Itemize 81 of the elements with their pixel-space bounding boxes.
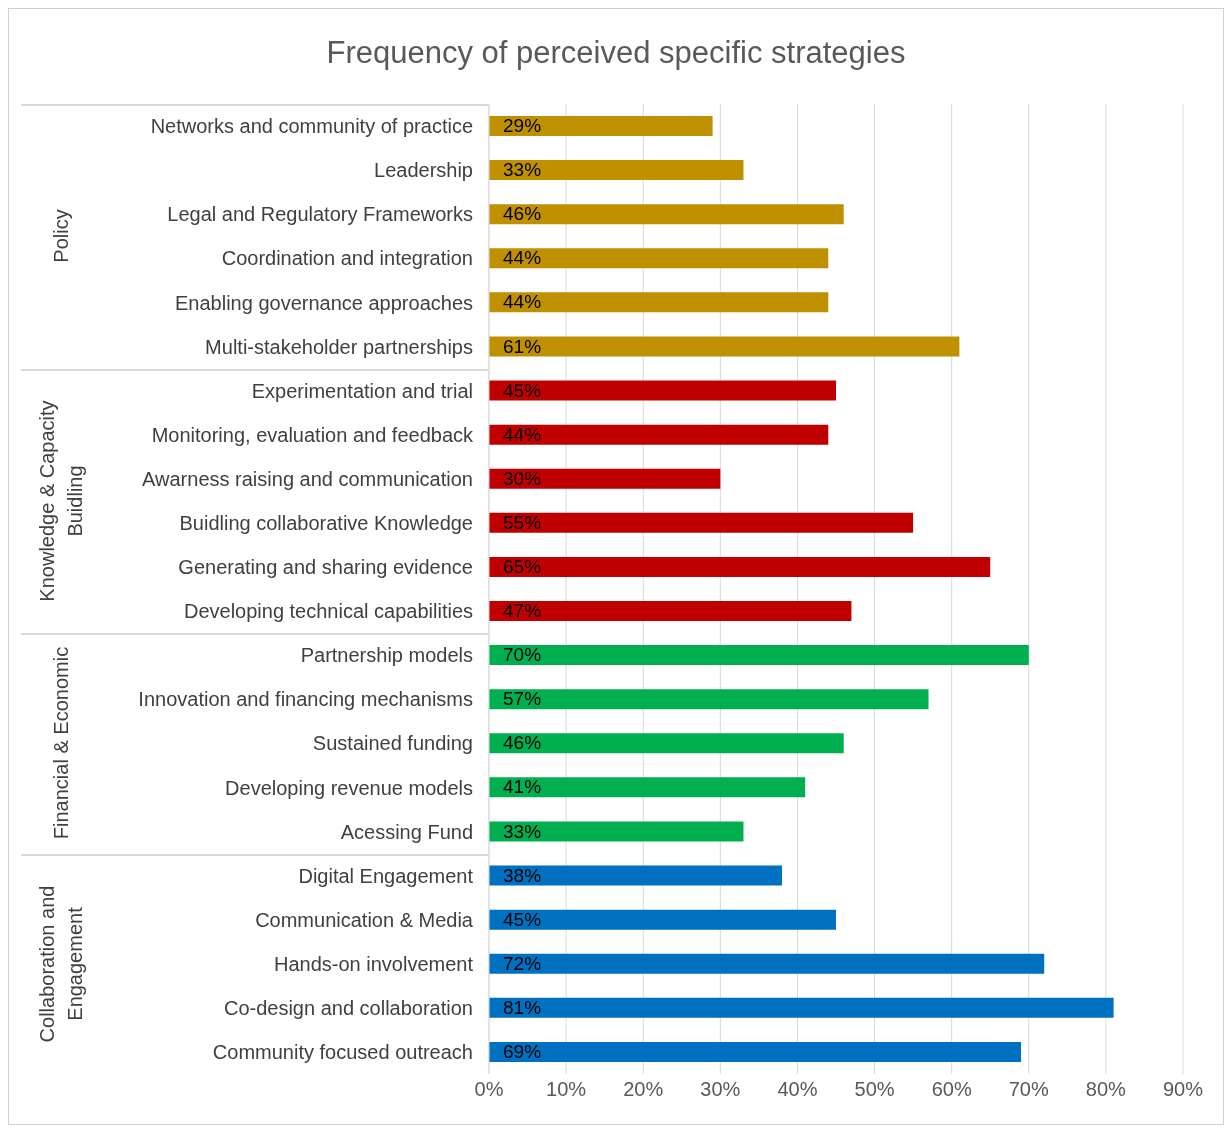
bar xyxy=(489,777,806,798)
bar xyxy=(489,909,836,930)
text: Collaboration and Engagement xyxy=(35,884,87,1045)
data-label: 33% xyxy=(503,820,542,843)
data-label: 69% xyxy=(503,1040,542,1063)
data-label: 44% xyxy=(503,423,542,446)
y-tick-label: Community focused outreach xyxy=(212,1041,473,1064)
y-tick-label: Generating and sharing evidence xyxy=(178,556,473,579)
data-label: 46% xyxy=(503,732,542,755)
y-tick-label: Monitoring, evaluation and feedback xyxy=(151,423,474,446)
bar xyxy=(489,997,1114,1018)
y-tick-label: Multi-stakeholder partnerships xyxy=(205,335,473,358)
bar xyxy=(489,953,1045,974)
data-label: 30% xyxy=(503,467,542,490)
chart-title: Frequency of perceived specific strategies xyxy=(325,35,907,71)
y-tick-label: Legal and Regulatory Frameworks xyxy=(167,203,473,226)
y-tick-label: Coordination and integration xyxy=(221,247,473,270)
y-tick-label: Digital Engagement xyxy=(298,864,474,887)
x-tick-label: 50% xyxy=(854,1078,895,1101)
data-label: 45% xyxy=(503,379,542,402)
data-label: 33% xyxy=(503,159,542,182)
data-label: 45% xyxy=(503,908,542,931)
y-tick-label: Innovation and financing mechanisms xyxy=(138,688,473,711)
x-tick-label: 10% xyxy=(546,1078,587,1101)
data-label: 70% xyxy=(503,644,542,667)
bar xyxy=(489,645,1029,666)
y-tick-label: Awarness raising and communication xyxy=(142,467,473,490)
text: Knowledge & Capacity Buidling xyxy=(35,399,87,604)
data-label: 72% xyxy=(503,952,542,975)
bar xyxy=(489,116,713,136)
data-label: 41% xyxy=(503,776,542,799)
y-tick-label: Enabling governance approaches xyxy=(175,291,473,314)
x-tick-label: 70% xyxy=(1008,1078,1050,1101)
bar xyxy=(489,248,829,269)
bar xyxy=(489,1041,1022,1062)
y-tick-label: Acessing Fund xyxy=(340,820,473,843)
y-tick-label: Leadership xyxy=(374,159,473,182)
data-label: 81% xyxy=(503,996,542,1019)
bar xyxy=(489,689,929,710)
data-label: 55% xyxy=(503,511,542,534)
bar xyxy=(489,204,844,225)
y-tick-label: Buidling collaborative Knowledge xyxy=(179,511,473,534)
y-tick-label: Hands-on involvement xyxy=(274,952,474,975)
data-label: 47% xyxy=(503,600,542,623)
x-tick-label: 30% xyxy=(700,1078,741,1101)
y-tick-label: Sustained funding xyxy=(312,732,473,755)
bar xyxy=(489,336,960,357)
data-label: 46% xyxy=(503,203,542,226)
bar xyxy=(489,556,991,577)
x-tick-label: 80% xyxy=(1085,1078,1127,1101)
data-label: 44% xyxy=(503,291,542,314)
data-label: 65% xyxy=(503,555,542,578)
data-label: 61% xyxy=(503,335,542,358)
y-tick-label: Experimentation and trial xyxy=(251,379,473,402)
text: Financial & Economic xyxy=(49,646,73,842)
bar xyxy=(489,512,914,533)
y-tick-label: Developing technical capabilities xyxy=(183,600,473,623)
x-tick-label: 90% xyxy=(1162,1078,1204,1101)
data-label: 29% xyxy=(503,115,542,138)
y-tick-label: Communication & Media xyxy=(255,908,474,931)
text: Policy xyxy=(49,208,73,265)
data-label: 57% xyxy=(503,688,542,711)
bar xyxy=(489,468,721,489)
x-tick-label: 0% xyxy=(474,1078,504,1101)
y-tick-label: Developing revenue models xyxy=(225,776,473,799)
bar xyxy=(489,733,844,754)
x-tick-label: 20% xyxy=(623,1078,664,1101)
bar xyxy=(489,380,836,401)
bar xyxy=(489,424,829,445)
bar xyxy=(489,160,744,181)
y-tick-label: Partnership models xyxy=(300,644,473,667)
x-tick-label: 40% xyxy=(777,1078,818,1101)
bar xyxy=(489,865,783,886)
bar xyxy=(489,601,852,621)
bar xyxy=(489,292,829,313)
data-label: 44% xyxy=(503,247,542,270)
x-tick-label: 60% xyxy=(931,1078,972,1101)
data-label: 38% xyxy=(503,864,542,887)
bar xyxy=(489,821,744,842)
y-tick-label: Networks and community of practice xyxy=(150,115,473,138)
y-tick-label: Co-design and collaboration xyxy=(223,996,473,1019)
